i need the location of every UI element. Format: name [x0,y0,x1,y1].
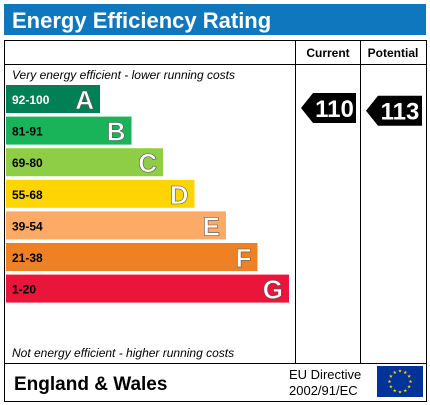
potential-rating-arrow [366,95,422,126]
top-note: Very energy efficient - lower running co… [12,68,235,82]
rating-band-b: 81-91 B [6,116,132,147]
eu-star [407,374,411,378]
chart-frame [4,40,427,402]
region-label: England & Wales [14,374,167,395]
rating-bands: 92-100 A81-91 B69-80 C55-68 D39-54 E21-38 F1-2… [6,85,289,305]
band-letter: B [107,117,126,147]
band-bar [6,85,100,113]
bottom-note: Not energy efficient - higher running co… [12,346,234,360]
band-letter: D [170,180,189,210]
rating-band-d: 55-68 D [6,180,195,210]
band-range-label: 55-68 [12,188,43,202]
eu-flag-icon [377,366,423,397]
band-letter: G [263,275,283,305]
band-bar [6,243,258,271]
eu-star [392,370,397,374]
potential-rating-value: 113 [381,99,420,126]
band-range-label: 69-80 [12,156,43,170]
band-bar [6,211,226,240]
band-range-label: 21-38 [12,251,43,265]
band-range-label: 81-91 [12,125,43,139]
eu-star [389,374,393,378]
eu-star [407,384,411,389]
band-letter: E [203,211,220,241]
eu-star [398,369,402,373]
band-range-label: 39-54 [12,219,43,233]
eu-star [408,379,413,384]
title-bar [4,4,426,35]
band-range-label: 92-100 [12,93,50,107]
rating-band-e: 39-54 E [6,211,226,242]
eu-star [398,390,402,394]
eu-star [403,370,408,374]
eu-star [392,388,397,393]
chart-title: Energy Efficiency Rating [12,8,271,33]
eu-star [387,379,392,384]
eu-star [389,384,393,389]
current-rating: 110 [301,93,356,123]
rating-band-f: 21-38 F [6,243,258,273]
band-bar [6,148,163,177]
band-letter: A [75,85,94,115]
potential-column-header: Potential [368,46,419,60]
current-rating-value: 110 [315,96,354,123]
rating-band-g: 1-20 G [6,274,289,305]
current-rating-arrow [301,93,356,123]
rating-band-c: 69-80 C [6,148,163,178]
band-range-label: 1-20 [12,283,36,297]
directive-line-1: EU Directive [289,367,361,382]
band-bar [6,179,195,208]
directive-line-2: 2002/91/EC [289,383,358,398]
potential-rating: 113 [366,95,422,126]
rating-band-a: 92-100 A [6,85,100,115]
eu-star [403,388,408,393]
band-letter: C [138,148,157,178]
band-bar [6,274,289,303]
band-bar [6,116,132,145]
band-letter: F [236,243,252,273]
current-column-header: Current [306,46,349,60]
rating-indicators: 110 113 [301,93,422,126]
